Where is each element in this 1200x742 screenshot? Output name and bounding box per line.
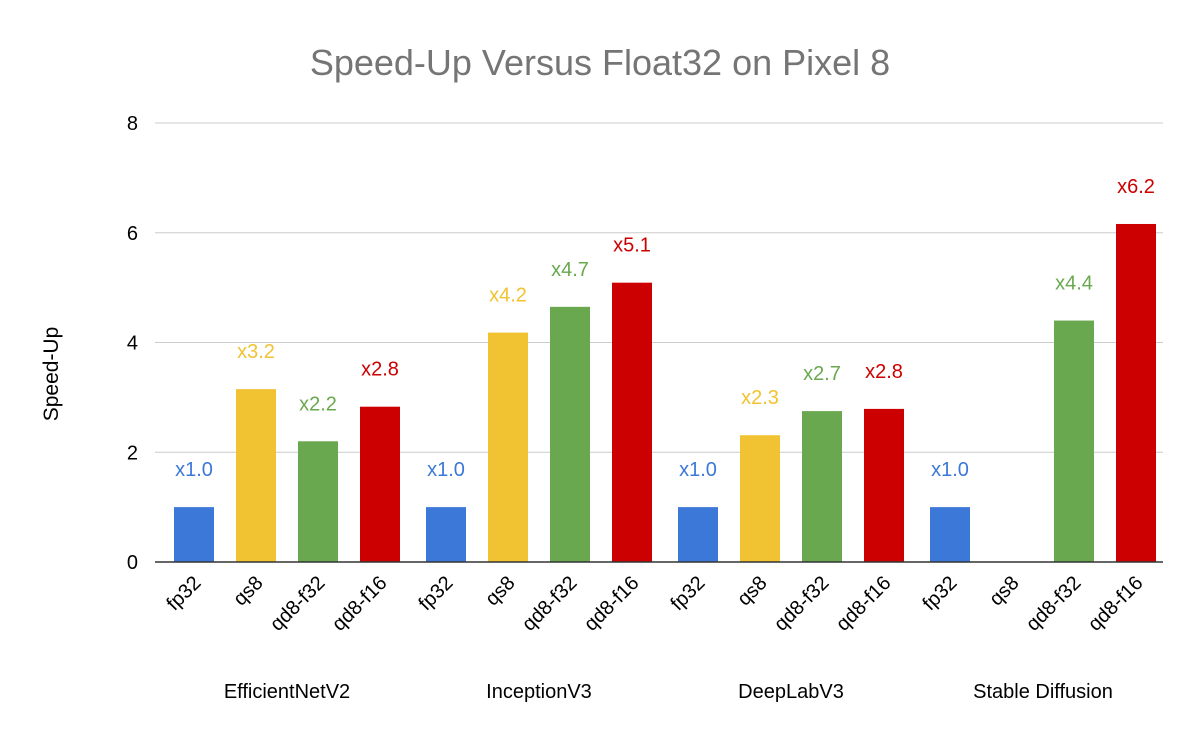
x-category-label: qd8-f16	[580, 572, 644, 636]
data-label: x1.0	[679, 459, 717, 481]
data-label: x4.7	[551, 259, 589, 281]
bar-fp32	[930, 507, 970, 562]
x-category-label: fp32	[414, 572, 457, 615]
bar-qs8	[236, 389, 276, 562]
y-tick-label: 4	[127, 333, 138, 355]
x-category-label: qs8	[733, 572, 771, 610]
bar-qs8	[488, 332, 528, 562]
bar-qd8-f32	[298, 441, 338, 562]
bars	[174, 223, 1156, 562]
data-label: x2.8	[865, 361, 903, 383]
x-category-label: fp32	[162, 572, 205, 615]
x-group-label: EfficientNetV2	[224, 681, 350, 703]
bar-qd8-f32	[1054, 320, 1094, 562]
y-tick-label: 6	[127, 223, 138, 245]
data-label: x2.2	[299, 393, 337, 415]
data-label: x4.4	[1055, 273, 1093, 295]
data-label: x3.2	[237, 341, 275, 363]
x-group-label: DeepLabV3	[738, 681, 844, 703]
data-label: x1.0	[427, 459, 465, 481]
bar-fp32	[678, 507, 718, 562]
bar-qs8	[740, 435, 780, 562]
x-axis-groups: EfficientNetV2 InceptionV3 DeepLabV3 Stable…	[224, 681, 1113, 703]
x-group-label: InceptionV3	[486, 681, 592, 703]
x-category-label: qd8-f16	[832, 572, 896, 636]
bar-fp32	[426, 507, 466, 562]
data-label: x4.2	[489, 285, 527, 307]
x-category-label: fp32	[666, 572, 709, 615]
data-label: x1.0	[931, 459, 969, 481]
y-axis-title: Speed-Up	[40, 327, 63, 422]
x-category-label: fp32	[918, 572, 961, 615]
bar-qd8-f32	[550, 306, 590, 562]
x-group-label: Stable Diffusion	[973, 681, 1113, 703]
bar-qd8-f16	[612, 282, 652, 562]
bar-fp32	[174, 507, 214, 562]
data-labels: x1.0 x3.2 x2.2 x2.8 x1.0 x4.2 x4.7 x5.1 x1.0 x2.3…	[175, 176, 1155, 481]
data-label: x2.8	[361, 359, 399, 381]
x-category-label: qs8	[481, 572, 519, 610]
gridlines	[155, 122, 1163, 453]
x-category-label: qd8-f32	[770, 572, 834, 636]
bar-qd8-f16	[864, 408, 904, 562]
x-category-label: qd8-f32	[266, 572, 330, 636]
x-category-label: qd8-f32	[518, 572, 582, 636]
x-category-label: qs8	[229, 572, 267, 610]
bar-qd8-f16	[360, 406, 400, 562]
data-label: x2.3	[741, 387, 779, 409]
y-tick-label: 0	[127, 552, 138, 574]
chart-title: Speed-Up Versus Float32 on Pixel 8	[310, 42, 890, 83]
bar-qd8-f16	[1116, 223, 1156, 562]
data-label: x5.1	[613, 235, 651, 257]
x-category-label: qd8-f16	[328, 572, 392, 636]
y-axis-ticks: 0 2 4 6 8	[127, 113, 138, 574]
y-tick-label: 2	[127, 442, 138, 464]
y-tick-label: 8	[127, 113, 138, 135]
x-category-label: qd8-f32	[1022, 572, 1086, 636]
bar-qd8-f32	[802, 411, 842, 562]
data-label: x6.2	[1117, 176, 1155, 198]
data-label: x1.0	[175, 459, 213, 481]
x-category-label: qs8	[985, 572, 1023, 610]
data-label: x2.7	[803, 363, 841, 385]
x-category-label: qd8-f16	[1084, 572, 1148, 636]
